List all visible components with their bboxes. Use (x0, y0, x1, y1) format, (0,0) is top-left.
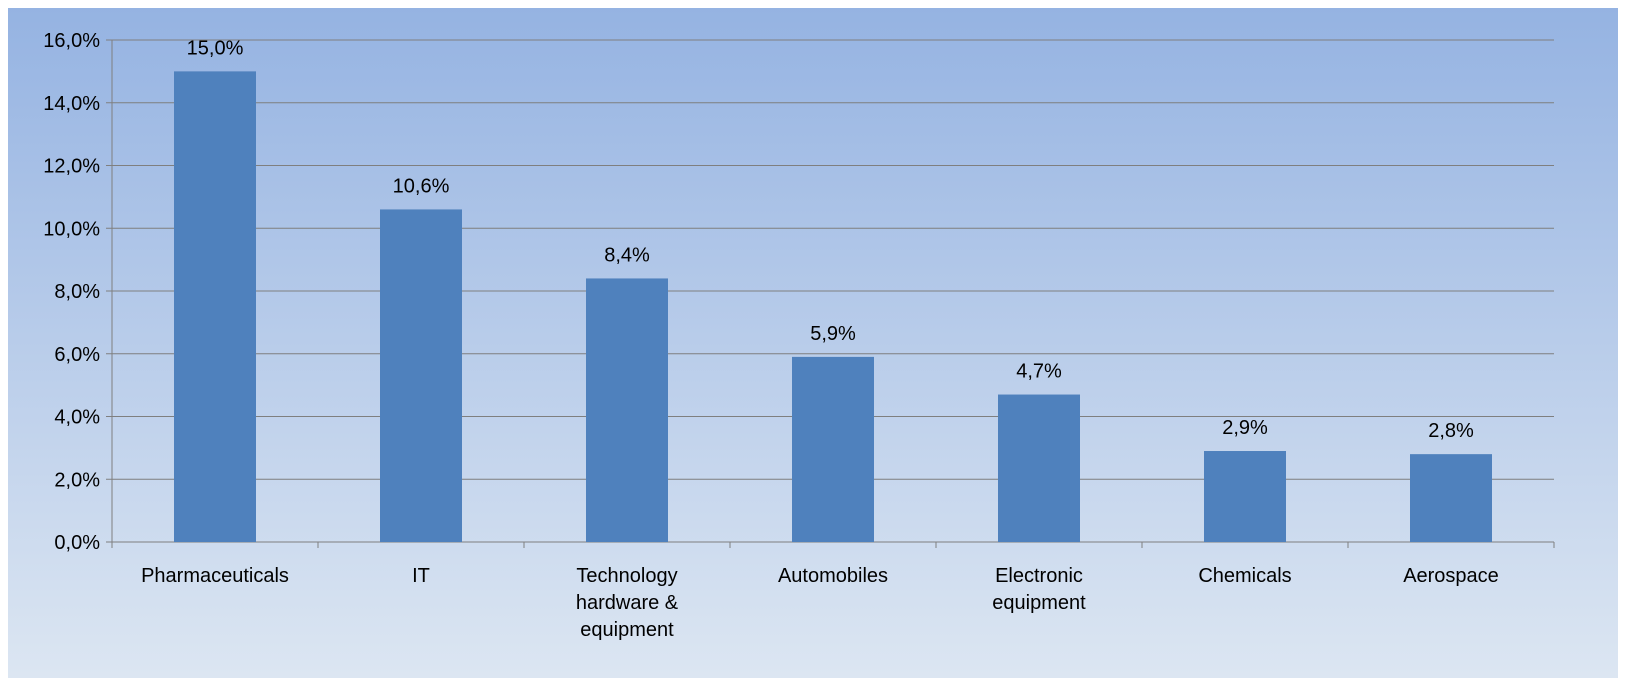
bar (1204, 451, 1286, 542)
data-label: 10,6% (393, 175, 450, 197)
data-label: 15,0% (187, 37, 244, 59)
category-label-line: hardware & (576, 592, 679, 614)
x-axis-categories: Pharmaceuticals IT Technology hardware & equ… (141, 565, 1499, 641)
category-label: Chemicals (1198, 565, 1291, 587)
bar (792, 356, 874, 542)
y-tick-label: 2,0% (54, 469, 100, 491)
chart-background (8, 8, 1618, 678)
category-label-line: equipment (992, 592, 1086, 614)
y-tick-label: 12,0% (43, 156, 100, 178)
bars (174, 71, 1492, 543)
category-label: Aerospace (1403, 565, 1499, 587)
category-label-line: Technology (576, 565, 677, 587)
category-label: Automobiles (778, 565, 888, 587)
category-label-line: IT (412, 565, 430, 587)
category-label-line: Chemicals (1198, 565, 1291, 587)
category-label-line: Pharmaceuticals (141, 565, 289, 587)
data-label: 4,7% (1016, 361, 1062, 383)
y-tick-label: 6,0% (54, 344, 100, 366)
y-tick-label: 4,0% (54, 407, 100, 429)
data-label: 2,9% (1222, 417, 1268, 439)
category-label: Pharmaceuticals (141, 565, 289, 587)
data-label: 2,8% (1428, 420, 1474, 442)
y-axis-ticks: 0,0% 2,0% 4,0% 6,0% 8,0% 10,0% 12,0% 14,0% 16,0% (43, 30, 100, 554)
bar (998, 394, 1080, 542)
data-label: 5,9% (810, 323, 856, 345)
y-tick-label: 10,0% (43, 218, 100, 240)
category-label: Technology hardware & equipment (576, 565, 679, 641)
y-tick-label: 8,0% (54, 281, 100, 303)
y-tick-label: 0,0% (54, 532, 100, 554)
bar (174, 71, 256, 542)
category-label-line: Automobiles (778, 565, 888, 587)
bar (380, 209, 462, 543)
category-label: IT (412, 565, 430, 587)
category-label-line: Aerospace (1403, 565, 1499, 587)
data-labels: 15,0% 10,6% 8,4% 5,9% 4,7% 2,9% 2,8% (187, 37, 1474, 442)
y-tick-label: 14,0% (43, 93, 100, 115)
category-label-line: Electronic (995, 565, 1083, 587)
category-label-line: equipment (580, 619, 674, 641)
category-label: Electronic equipment (992, 565, 1086, 614)
bar (1410, 454, 1492, 542)
data-label: 8,4% (604, 244, 650, 266)
bar (586, 278, 668, 542)
y-tick-label: 16,0% (43, 30, 100, 52)
